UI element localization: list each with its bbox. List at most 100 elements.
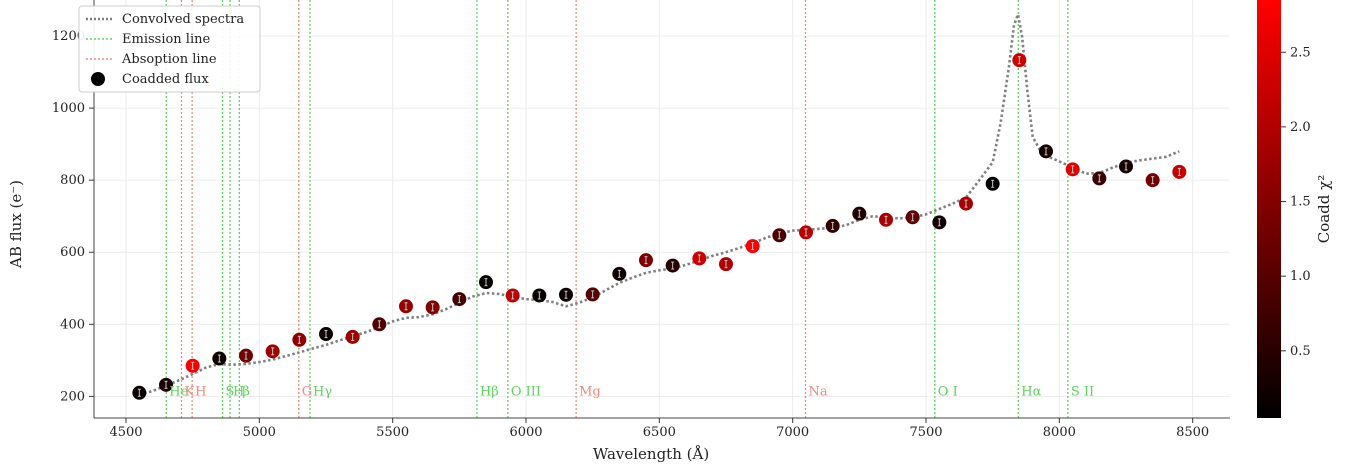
emission-line-label: O III (511, 384, 541, 399)
coadded-flux-point (932, 215, 947, 230)
coadded-flux-point (425, 300, 440, 315)
coadded-flux-point (452, 292, 467, 307)
spectral-lines (165, 0, 1069, 418)
coadded-flux-point (825, 218, 840, 233)
absorption-line-label: Mg (579, 384, 601, 399)
legend-label: Emission line (122, 32, 210, 47)
coadded-flux-point (745, 239, 760, 254)
coadded-flux-point (1065, 162, 1080, 177)
coadded-flux-point (985, 176, 1000, 191)
colorbar-label: Coadd χ² (1315, 175, 1333, 244)
coadded-flux-point (1012, 53, 1027, 68)
coadded-flux-point (1119, 159, 1133, 174)
axes: 4500 5000 5500 6000 6500 7000 7500 8000 8500 200 4… (52, 0, 1230, 440)
colorbar-tick-label: 2.5 (1290, 45, 1311, 60)
grid (94, 0, 1230, 418)
x-axis-label: Wavelength (Å) (593, 445, 709, 463)
coadded-flux-point (1145, 173, 1160, 188)
legend-box (78, 5, 261, 93)
y-tick-label: 600 (60, 245, 85, 260)
coadded-flux-point (639, 253, 653, 268)
x-tick-label: 8500 (1176, 425, 1209, 440)
convolved-spectrum-line (138, 13, 1180, 396)
emission-line-label: Hγ (313, 384, 332, 399)
emission-line-label: Hβ (480, 384, 499, 399)
colorbar-tick-label: 1.0 (1290, 269, 1311, 284)
legend-item: Absoption line (86, 52, 217, 67)
coadded-flux-point (132, 385, 147, 400)
coadded-flux-point (532, 288, 547, 303)
coadded-flux-points (132, 53, 1187, 400)
x-tick-label: 5000 (243, 425, 276, 440)
colorbar-tick-label: 0.5 (1290, 344, 1311, 359)
x-tick-label: 6000 (509, 425, 542, 440)
coadded-flux-point (479, 275, 493, 290)
coadded-flux-point (372, 317, 387, 332)
coadded-flux-point (559, 287, 573, 302)
coadded-flux-point (1092, 171, 1107, 186)
coadded-flux-point (612, 266, 627, 281)
coadded-flux-point (239, 348, 253, 363)
colorbar: 0.5 1.0 1.5 2.0 2.5 Coadd χ² (1257, 0, 1333, 418)
legend-item: Emission line (86, 32, 210, 47)
coadded-flux-point (719, 257, 733, 272)
colorbar-tick-label: 1.5 (1290, 195, 1311, 210)
coadded-flux-point (399, 299, 413, 314)
legend-label: Absoption line (121, 52, 217, 67)
colorbar-ticks: 0.5 1.0 1.5 2.0 2.5 (1281, 45, 1311, 359)
coadded-flux-point (1039, 144, 1053, 159)
emission-line-label: He (169, 384, 188, 399)
absorption-line-label: H (195, 384, 206, 399)
coadded-flux-point (905, 210, 920, 225)
y-tick-label: 400 (60, 317, 85, 332)
x-tick-label: 5500 (376, 425, 409, 440)
coadded-flux-point (692, 251, 707, 266)
coadded-flux-point (292, 332, 307, 347)
emission-line-label: H (233, 384, 244, 399)
legend-item: Coadded flux (91, 72, 209, 87)
coadded-flux-point (585, 287, 600, 302)
colorbar-tick-label: 2.0 (1290, 120, 1311, 135)
x-tick-label: 4500 (109, 425, 142, 440)
coadded-flux-point (345, 329, 360, 344)
y-axis-label: AB flux (e⁻) (7, 180, 25, 269)
coadded-flux-point (185, 358, 200, 373)
x-tick-label: 7000 (776, 425, 809, 440)
emission-line-label: S II (1071, 384, 1094, 399)
coadded-flux-point (212, 351, 227, 366)
convolved-spectra (138, 13, 1180, 396)
emission-line-label: O I (938, 384, 958, 399)
coadded-flux-point (265, 344, 280, 359)
coadded-flux-point (959, 196, 973, 211)
coadded-flux-point (665, 258, 680, 273)
y-tick-label: 1000 (52, 101, 85, 116)
absorption-line-label: G (302, 384, 312, 399)
legend-label: Convolved spectra (122, 12, 244, 27)
coadded-flux-point (799, 225, 813, 240)
absorption-line-label: Na (808, 384, 827, 399)
colorbar-gradient (1257, 0, 1281, 418)
coadded-flux-point (879, 212, 893, 227)
legend-item: Convolved spectra (86, 12, 244, 27)
y-tick-label: 1200 (52, 29, 85, 44)
coadded-flux-point (772, 228, 787, 243)
x-tick-label: 6500 (643, 425, 676, 440)
legend-marker (91, 72, 105, 86)
coadded-flux-point (319, 327, 333, 342)
x-tick-label: 7500 (909, 425, 942, 440)
x-tick-label: 8000 (1043, 425, 1076, 440)
coadded-flux-point (1172, 164, 1187, 179)
emission-line-label: β (242, 384, 250, 399)
absorption-line-label: K (184, 384, 194, 399)
legend-label: Coadded flux (122, 72, 209, 87)
emission-line-label: Hα (1021, 384, 1041, 399)
y-tick-label: 800 (60, 173, 85, 188)
coadded-flux-point (159, 377, 173, 392)
spectral-line-labels: He SHβ Hγ Hβ O III O I Hα S IIK H G Mg Na (169, 384, 1094, 399)
legend: Convolved spectra Emission line Absoption … (78, 5, 261, 93)
coadded-flux-point (505, 288, 520, 303)
y-tick-label: 200 (60, 389, 85, 404)
coadded-flux-point (852, 206, 867, 221)
emission-line-label: S (226, 384, 235, 399)
